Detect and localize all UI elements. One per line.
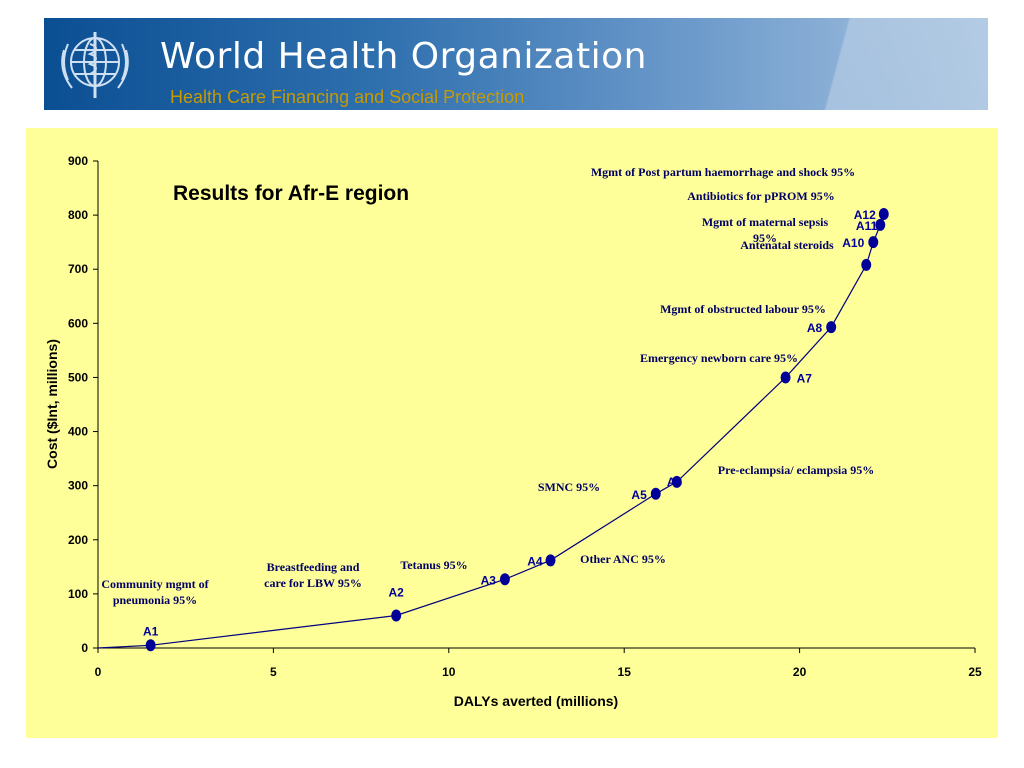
- y-tick-label: 400: [68, 425, 88, 439]
- cost-effectiveness-chart: Results for Afr-E region 0 5 10 15 20 25 0 100 2…: [44, 154, 982, 709]
- x-tick-label: 25: [968, 665, 982, 679]
- x-tick-label: 15: [618, 665, 632, 679]
- point-label: A8: [807, 321, 823, 335]
- point-label: A1: [143, 624, 159, 638]
- point-label: A7: [797, 371, 813, 385]
- annotation-label: Pre-eclampsia/ eclampsia 95%: [718, 463, 874, 477]
- annotation-label: Tetanus 95%: [400, 558, 467, 572]
- point-label: A2: [389, 586, 405, 600]
- x-tick-label: 10: [442, 665, 456, 679]
- annotation-label: pneumonia 95%: [113, 593, 197, 607]
- x-tick-label: 20: [793, 665, 807, 679]
- axes: [97, 161, 975, 649]
- y-axis-label: Cost ($Int, millions): [44, 339, 60, 469]
- y-tick-label: 300: [68, 479, 88, 493]
- point-label: A6: [667, 475, 683, 489]
- data-point: [826, 321, 837, 334]
- x-tick-label: 0: [95, 665, 102, 679]
- annotation-label: Emergency newborn care 95%: [640, 351, 798, 365]
- data-point: [861, 258, 872, 271]
- point-label: A12: [854, 208, 876, 222]
- data-point: [878, 208, 889, 221]
- data-point: [391, 609, 402, 622]
- data-point: [780, 371, 791, 384]
- y-tick-label: 500: [68, 370, 88, 384]
- data-point: [499, 573, 510, 586]
- annotation-label: Mgmt of Post partum haemorrhage and shoc…: [591, 165, 855, 179]
- y-tick-label: 0: [81, 641, 88, 655]
- point-label: A11: [856, 219, 878, 233]
- annotation-label: Community mgmt of: [101, 577, 209, 591]
- banner-subtitle: Health Care Financing and Social Protect…: [170, 87, 525, 107]
- chart-title: Results for Afr-E region: [173, 182, 409, 205]
- data-point: [145, 639, 156, 652]
- data-point: [650, 487, 661, 500]
- ticks: 0 5 10 15 20 25 0 100 200 300 400 500 600 700 800 900: [68, 154, 982, 679]
- header-banner: World Health Organization: [44, 18, 988, 110]
- banner-swoosh: [778, 18, 988, 110]
- point-label: A5: [631, 488, 647, 502]
- data-point: [868, 236, 879, 249]
- annotation-label: Breastfeeding and: [267, 560, 360, 574]
- annotation-label: SMNC 95%: [538, 480, 600, 494]
- data-point: [545, 554, 556, 567]
- chart-panel: Results for Afr-E region 0 5 10 15 20 25 0 100 2…: [26, 128, 998, 738]
- annotation-label: 95%: [753, 231, 777, 245]
- y-tick-label: 800: [68, 208, 88, 222]
- annotation-label: Other ANC 95%: [580, 552, 666, 566]
- point-label: A4: [527, 554, 543, 568]
- point-label: A3: [481, 573, 497, 587]
- annotation-label: Mgmt of obstructed labour 95%: [660, 302, 826, 316]
- data-point: [671, 475, 682, 488]
- y-tick-label: 200: [68, 533, 88, 547]
- point-label: A10: [842, 236, 864, 250]
- y-tick-label: 100: [68, 587, 88, 601]
- annotation-label: Mgmt of maternal sepsis: [702, 215, 829, 229]
- annotations: Community mgmt of pneumonia 95% Breastfeed…: [101, 165, 874, 607]
- y-tick-label: 700: [68, 262, 88, 276]
- y-tick-label: 600: [68, 316, 88, 330]
- x-axis-label: DALYs averted (millions): [454, 693, 618, 709]
- annotation-label: Antibiotics for pPROM 95%: [687, 189, 834, 203]
- x-tick-label: 5: [270, 665, 277, 679]
- who-emblem-icon: [61, 32, 129, 98]
- annotation-label: care for LBW 95%: [264, 576, 362, 590]
- data-point: [875, 218, 886, 231]
- org-name: World Health Organization: [160, 36, 647, 77]
- annotation-label: Antenatal steroids: [740, 238, 834, 252]
- y-tick-label: 900: [68, 154, 88, 168]
